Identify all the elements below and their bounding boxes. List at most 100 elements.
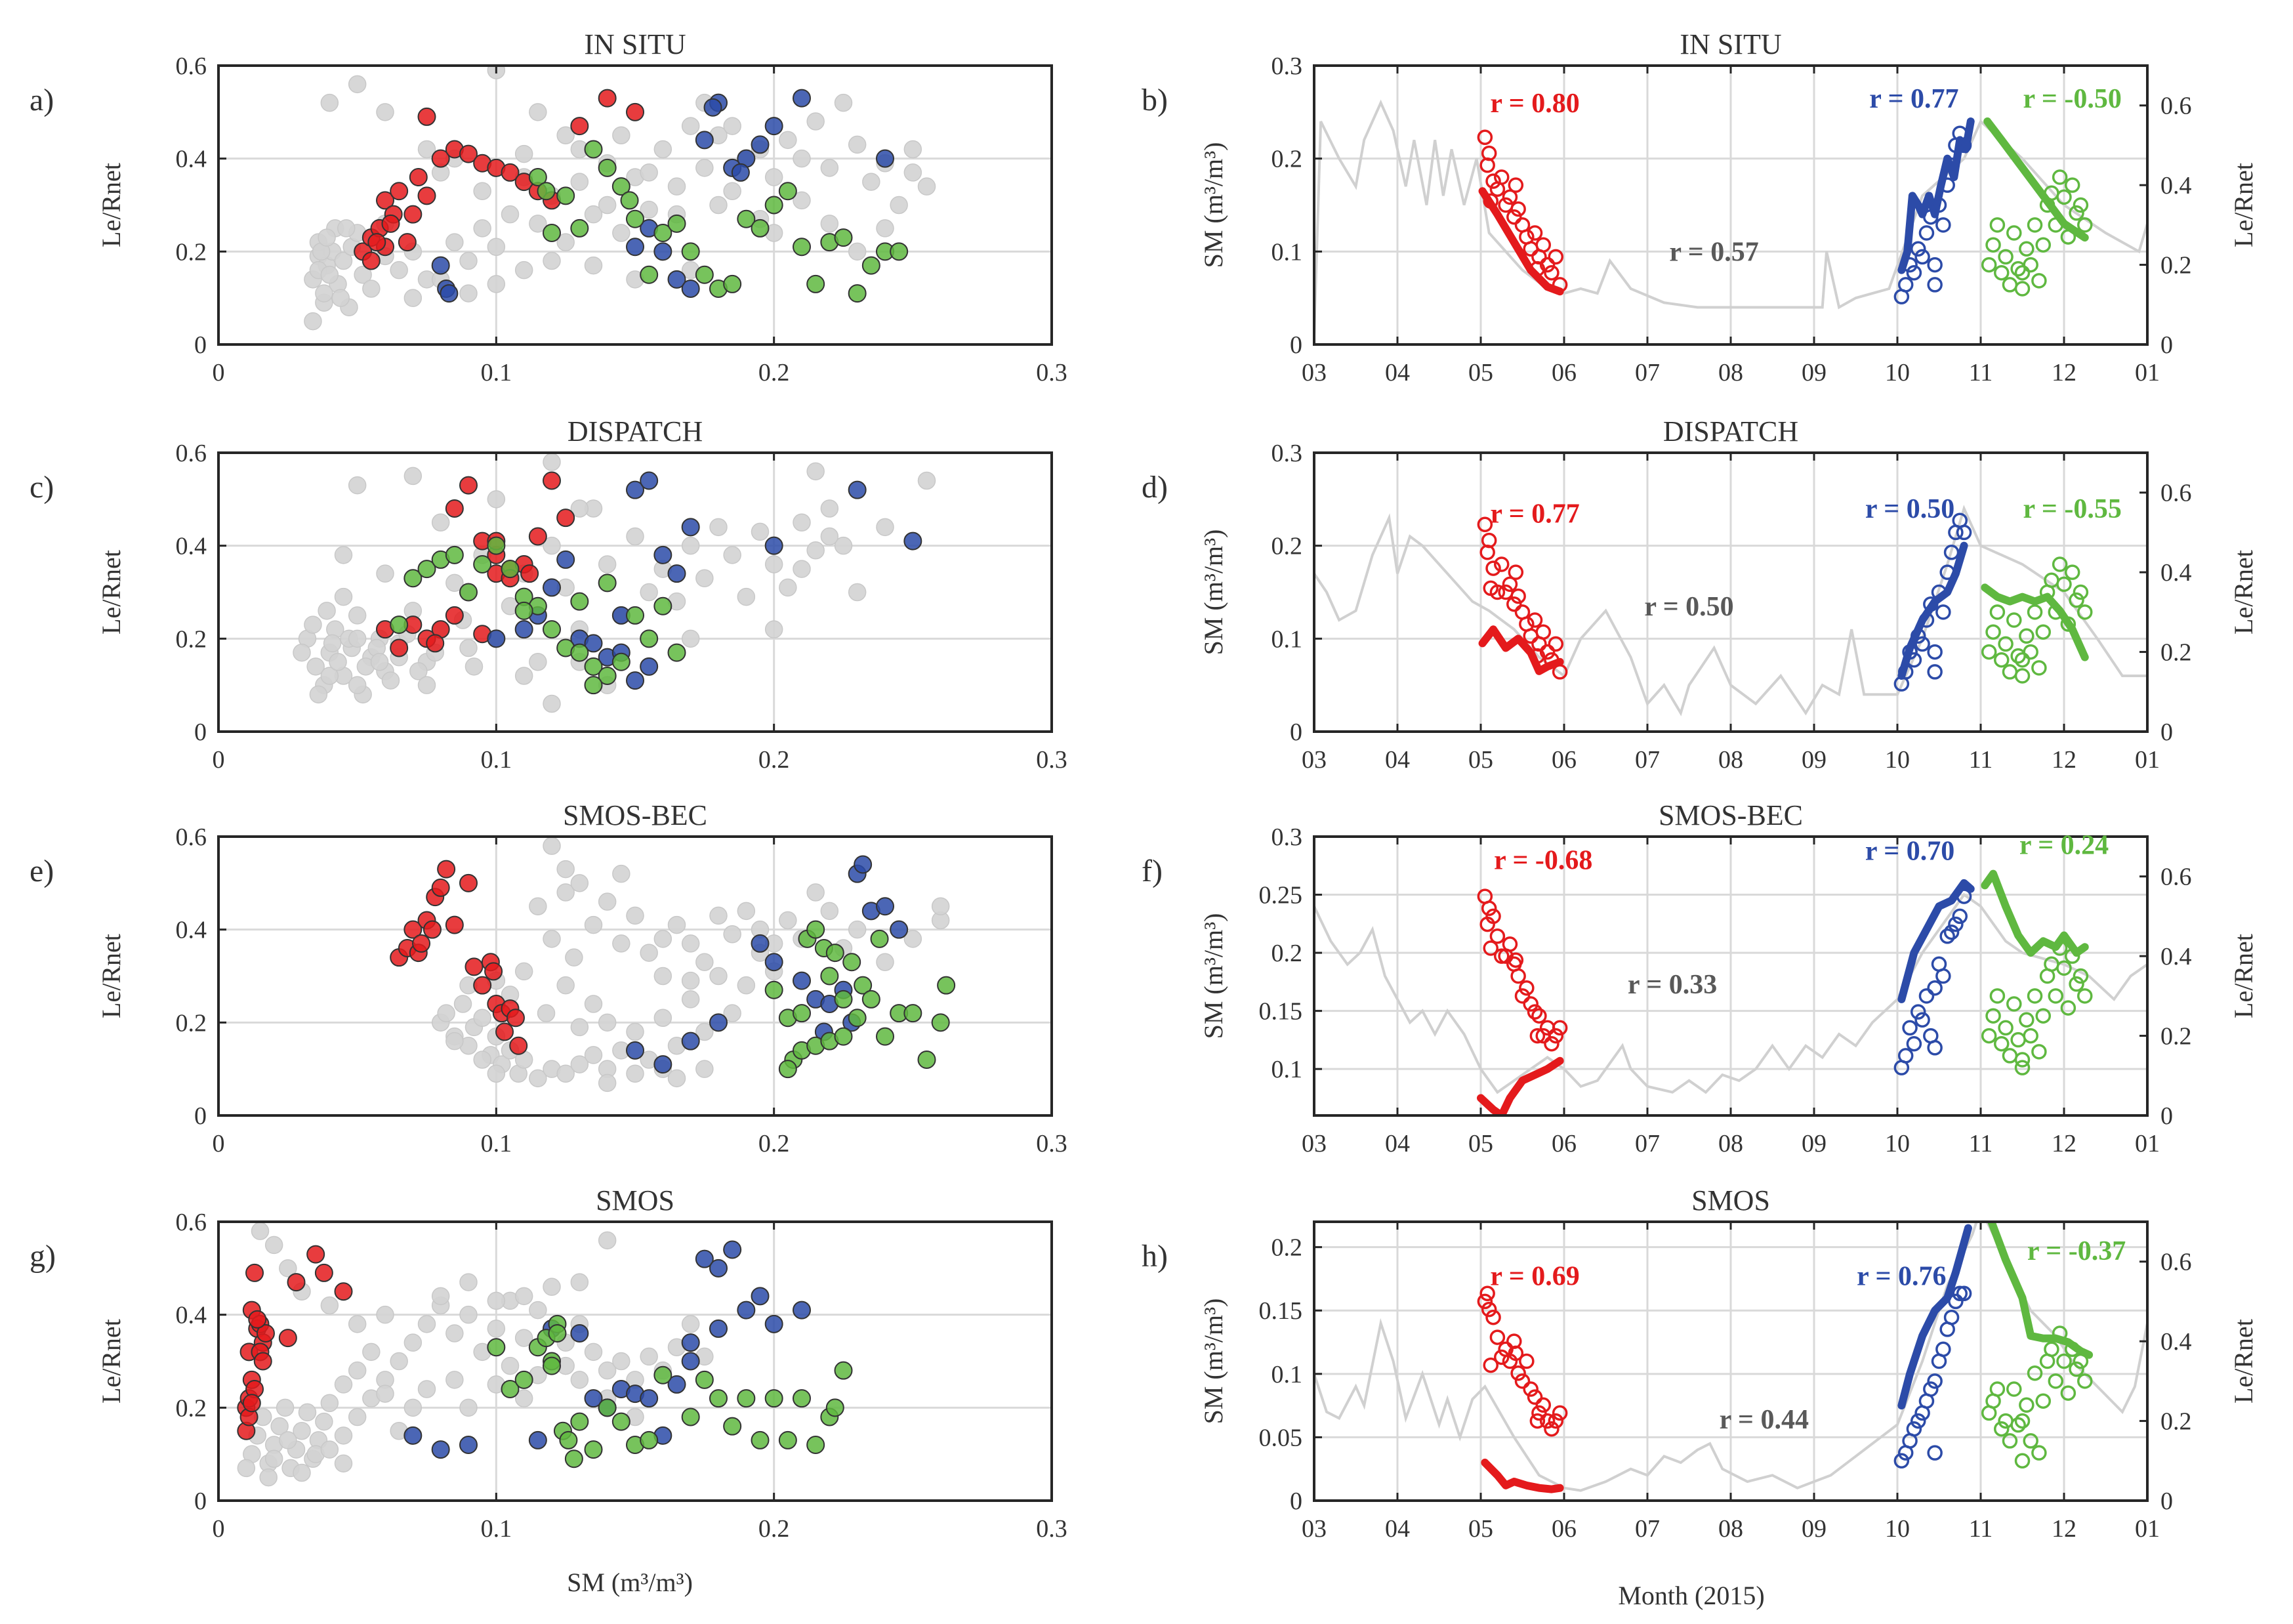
scatter-point-may — [248, 1310, 267, 1329]
x-tick-label: 12 — [2052, 359, 2076, 386]
le-point-nov — [2044, 1341, 2059, 1358]
scatter-point-nov — [640, 1430, 659, 1449]
panel-title: SMOS — [1691, 1184, 1770, 1217]
le-point-nov — [2019, 1397, 2035, 1413]
le-point-nov — [2060, 1000, 2076, 1016]
scatter-point-nov — [584, 1440, 603, 1459]
scatter-point-may — [528, 527, 547, 546]
scatter-point-oct — [653, 545, 672, 564]
y-axis-label: Le/Rnet — [96, 163, 126, 247]
scatter-point-background — [487, 238, 506, 256]
scatter-point-background — [445, 573, 464, 593]
scatter-point-oct — [431, 256, 450, 275]
scatter-point-background — [598, 555, 617, 573]
le-point-may — [1510, 1365, 1526, 1381]
panel-letter: f) — [1142, 854, 1163, 888]
scatter-point-nov — [564, 1449, 583, 1468]
y-tick-label: 0.2 — [1271, 146, 1303, 173]
scatter-point-oct — [876, 897, 894, 916]
scatter-point-nov — [620, 191, 639, 210]
scatter-point-background — [612, 934, 630, 953]
scatter-point-nov — [584, 676, 603, 695]
scatter-point-oct — [440, 284, 459, 303]
scatter-point-may — [556, 509, 575, 528]
scatter-point-oct — [793, 1301, 811, 1320]
le-point-nov — [2014, 281, 2031, 297]
x-tick-label: 0.1 — [481, 1515, 512, 1543]
le-point-oct — [1927, 1040, 1943, 1056]
le-point-nov — [2073, 1353, 2089, 1369]
scatter-point-nov — [667, 214, 686, 233]
scatter-point-background — [437, 1004, 455, 1022]
x-tick-label: 0.3 — [1036, 1515, 1067, 1543]
y-tick-label: 0.1 — [1271, 238, 1303, 266]
y-right-tick-label: 0.2 — [2160, 1023, 2192, 1051]
scatter-point-background — [315, 1412, 333, 1431]
scatter-point-oct — [764, 117, 783, 136]
le-point-oct — [1943, 157, 1960, 173]
y-tick-label: 0.2 — [176, 1394, 207, 1422]
scatter-point-background — [390, 1352, 408, 1371]
scatter-point-background — [626, 1022, 644, 1041]
plot-area — [1314, 869, 2147, 1115]
plot-area — [304, 66, 936, 331]
scatter-point-background — [570, 173, 589, 191]
sm-line-nov — [1981, 869, 2089, 957]
scatter-point-nov — [543, 224, 561, 242]
x-tick-label: 0.1 — [481, 1130, 512, 1157]
scatter-point-background — [543, 694, 561, 713]
le-point-nov — [2077, 988, 2093, 1004]
y-right-tick-label: 0.4 — [2160, 1328, 2192, 1356]
x-axis-label-sm: SM (m³/m³) — [567, 1568, 693, 1597]
le-point-nov — [2014, 1052, 2031, 1068]
axes-frame — [217, 1220, 1053, 1502]
scatter-point-background — [876, 219, 894, 238]
le-point-nov — [2023, 1433, 2038, 1449]
le-point-nov — [1994, 1421, 2010, 1437]
le-point-may — [1485, 1309, 1501, 1325]
scatter-point-background — [737, 976, 756, 995]
r-label-background: r = 0.50 — [1644, 592, 1733, 622]
scatter-point-may — [253, 1352, 272, 1371]
le-point-may — [1510, 968, 1526, 984]
scatter-point-nov — [598, 573, 617, 593]
scatter-point-nov — [390, 615, 409, 635]
le-point-nov — [2002, 664, 2018, 680]
scatter-point-may — [334, 1282, 353, 1301]
scatter-point-nov — [570, 1412, 589, 1431]
le-point-oct — [1935, 968, 1951, 984]
scatter-point-background — [764, 620, 783, 638]
scatter-point-may — [278, 1329, 297, 1348]
le-point-may — [1498, 197, 1514, 213]
scatter-point-oct — [626, 1041, 644, 1060]
scatter-point-nov — [598, 1398, 617, 1417]
panel-g — [217, 1220, 1053, 1502]
scatter-point-may — [445, 606, 464, 625]
scatter-point-oct — [737, 1301, 756, 1320]
plot-area — [1314, 99, 2147, 335]
scatter-point-may — [509, 1036, 528, 1055]
scatter-point-oct — [764, 1314, 783, 1333]
le-point-may — [1489, 928, 1506, 944]
scatter-point-nov — [626, 606, 644, 625]
scatter-point-background — [543, 251, 561, 270]
scatter-point-background — [514, 667, 533, 685]
scatter-point-background — [543, 536, 561, 555]
scatter-point-background — [598, 1231, 617, 1250]
panel-letter: h) — [1142, 1239, 1168, 1274]
le-point-oct — [1923, 209, 1939, 225]
y-tick-label: 0.1 — [1271, 1056, 1303, 1083]
scatter-point-background — [334, 251, 353, 270]
le-point-nov — [2052, 1325, 2068, 1341]
scatter-point-background — [514, 962, 533, 981]
scatter-point-nov — [695, 265, 714, 284]
le-point-nov — [2069, 592, 2084, 608]
le-point-nov — [2073, 197, 2089, 213]
le-point-nov — [2048, 604, 2064, 620]
scatter-point-nov — [598, 158, 617, 177]
scatter-point-background — [543, 837, 561, 855]
panel-e — [217, 835, 1053, 1117]
scatter-point-background — [565, 948, 583, 967]
y-right-tick-label: 0.2 — [2160, 1408, 2192, 1436]
y-right-tick-label: 0.4 — [2160, 172, 2192, 199]
